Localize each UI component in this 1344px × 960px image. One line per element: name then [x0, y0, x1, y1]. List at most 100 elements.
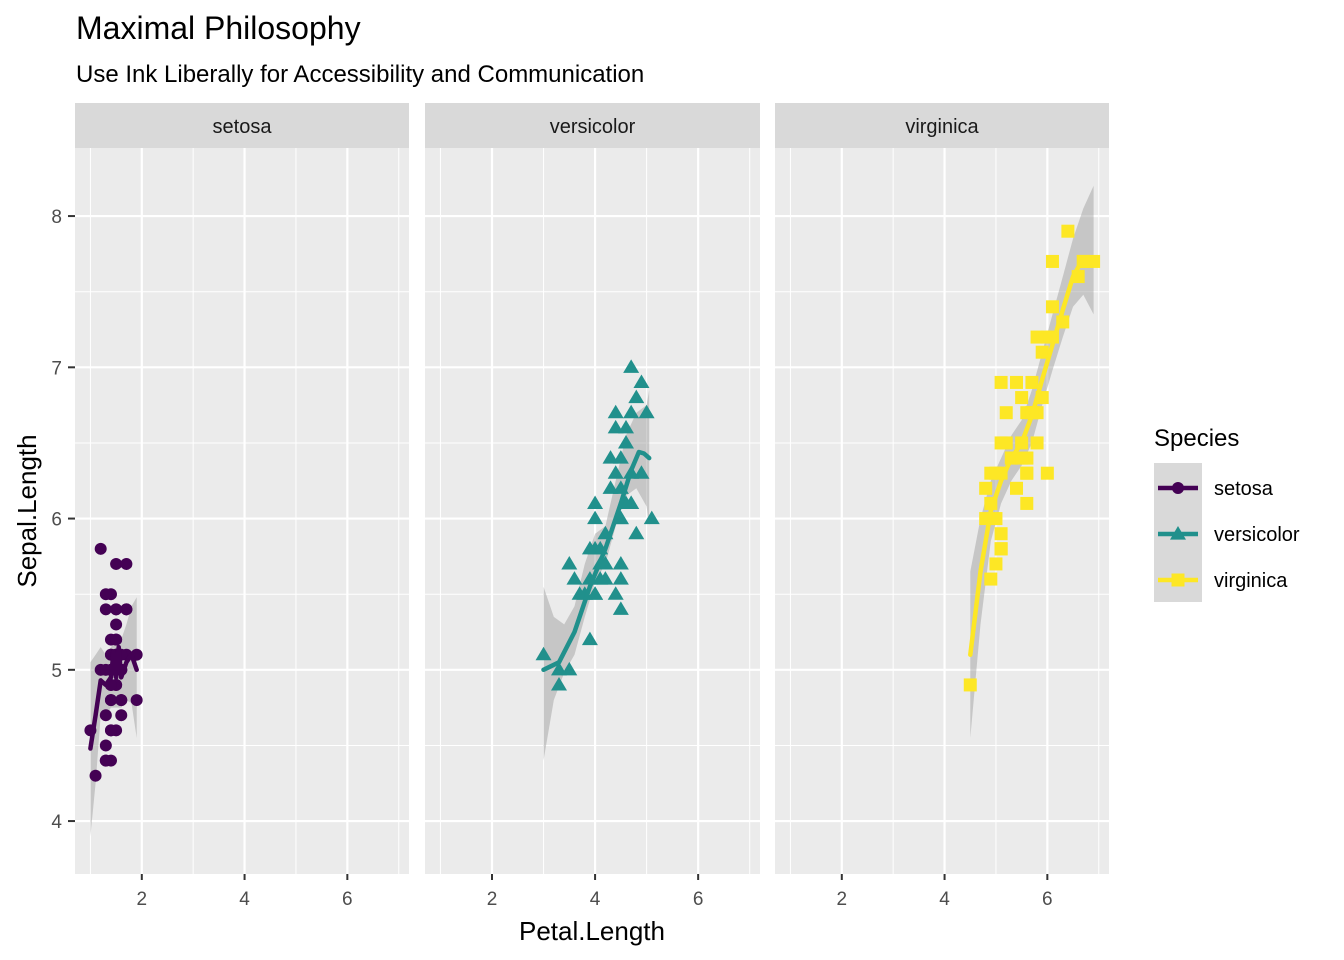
- data-point-virginica: [994, 542, 1008, 556]
- data-point-versicolor: [602, 450, 619, 464]
- x-tick-label: 4: [239, 889, 250, 910]
- data-point-versicolor: [612, 555, 629, 570]
- data-point-virginica: [1010, 375, 1024, 389]
- data-point-setosa: [99, 588, 112, 601]
- data-point-versicolor: [607, 586, 624, 600]
- data-point-setosa: [99, 739, 112, 752]
- data-point-virginica: [1020, 496, 1034, 510]
- x-tick-label: 2: [837, 889, 848, 910]
- x-tick-label: 6: [342, 889, 353, 910]
- legend-title: Species: [1154, 425, 1239, 452]
- data-point-setosa: [110, 603, 123, 616]
- panel-background: [75, 148, 409, 874]
- x-tick-label: 4: [939, 889, 950, 910]
- data-point-setosa: [99, 709, 112, 722]
- data-point-setosa: [120, 557, 133, 570]
- data-point-versicolor: [607, 419, 624, 434]
- data-point-versicolor: [633, 374, 650, 389]
- smooth-line-setosa: [88, 644, 139, 751]
- legend-label-setosa: setosa: [1214, 478, 1274, 500]
- data-point-setosa: [115, 709, 128, 722]
- facet-strip: [75, 103, 409, 148]
- data-point-versicolor: [607, 404, 624, 419]
- data-point-versicolor: [633, 465, 650, 479]
- x-tick-label: 4: [590, 889, 601, 910]
- data-point-virginica: [999, 436, 1013, 450]
- facet-strip: [425, 103, 760, 148]
- data-point-setosa: [110, 618, 123, 631]
- data-point-versicolor: [551, 676, 567, 691]
- data-point-setosa: [110, 633, 123, 646]
- legend-item-versicolor: versicolor: [1158, 524, 1300, 546]
- data-point-virginica: [1030, 330, 1044, 344]
- data-point-versicolor: [587, 540, 604, 555]
- data-point-versicolor: [587, 586, 604, 600]
- y-axis-label: Sepal.Length: [12, 434, 42, 587]
- data-layer: [84, 542, 143, 837]
- data-point-versicolor: [638, 404, 655, 419]
- data-point-virginica: [979, 481, 993, 495]
- data-point-virginica: [1025, 375, 1039, 389]
- data-layer: [535, 359, 660, 761]
- y-tick-label: 7: [51, 358, 62, 379]
- data-point-virginica: [1040, 466, 1054, 480]
- data-point-versicolor: [618, 434, 634, 449]
- data-point-setosa: [99, 603, 112, 616]
- facet-strip-label: setosa: [213, 116, 273, 138]
- y-tick-label: 5: [51, 661, 62, 682]
- data-point-versicolor: [535, 646, 552, 661]
- chart-title: Maximal Philosophy: [76, 10, 361, 46]
- data-point-versicolor: [581, 631, 598, 646]
- data-point-versicolor: [623, 359, 640, 373]
- data-point-setosa: [110, 557, 123, 570]
- data-point-setosa: [130, 694, 143, 707]
- data-point-setosa: [104, 694, 117, 707]
- data-point-virginica: [984, 572, 998, 586]
- data-point-versicolor: [623, 404, 640, 419]
- x-tick-label: 2: [487, 889, 498, 910]
- data-point-virginica: [999, 406, 1013, 420]
- x-tick-label: 6: [1042, 889, 1053, 910]
- data-point-setosa: [120, 603, 133, 616]
- data-point-setosa: [99, 754, 112, 767]
- x-tick-label: 6: [693, 889, 704, 910]
- data-point-versicolor: [612, 450, 629, 464]
- data-point-virginica: [1010, 481, 1024, 495]
- facet-panels: setosa 2 4 6 versicolor 2 4 6 virginica 2 4 6: [75, 103, 1109, 910]
- data-point-versicolor: [643, 510, 660, 525]
- legend-label-virginica: virginica: [1214, 570, 1288, 592]
- data-point-setosa: [89, 769, 102, 782]
- legend-item-virginica: virginica: [1158, 570, 1288, 592]
- facet-strip-label: virginica: [905, 116, 979, 138]
- data-point-virginica: [1015, 451, 1029, 465]
- legend: Species setosa versicolor virginica: [1154, 425, 1300, 602]
- data-point-virginica: [963, 678, 977, 692]
- y-tick-label: 6: [51, 510, 62, 531]
- data-point-versicolor: [566, 571, 583, 585]
- data-point-versicolor: [602, 480, 619, 494]
- data-point-virginica: [1045, 254, 1059, 268]
- data-point-virginica: [994, 375, 1008, 389]
- data-point-virginica: [994, 527, 1008, 541]
- facet-strip-label: versicolor: [550, 116, 636, 138]
- data-point-virginica: [989, 512, 1003, 526]
- x-tick-label: 2: [137, 889, 148, 910]
- legend-marker-versicolor: [1170, 526, 1186, 540]
- legend-marker-setosa: [1172, 482, 1184, 494]
- data-point-virginica: [989, 557, 1003, 571]
- legend-item-setosa: setosa: [1158, 478, 1274, 500]
- data-point-versicolor: [571, 586, 588, 600]
- data-point-versicolor: [612, 601, 629, 615]
- facet-panel-setosa: setosa 2 4 6: [75, 103, 409, 910]
- data-point-setosa: [104, 724, 117, 737]
- facet-panel-virginica: virginica 2 4 6: [775, 103, 1109, 910]
- smooth-line-versicolor: [541, 449, 652, 673]
- data-point-virginica: [1015, 391, 1029, 405]
- data-point-versicolor: [628, 389, 645, 404]
- data-point-versicolor: [607, 465, 624, 479]
- legend-marker-virginica: [1171, 573, 1185, 587]
- y-tick-label: 4: [51, 812, 62, 833]
- panel-background: [775, 148, 1109, 874]
- data-point-versicolor: [628, 525, 645, 540]
